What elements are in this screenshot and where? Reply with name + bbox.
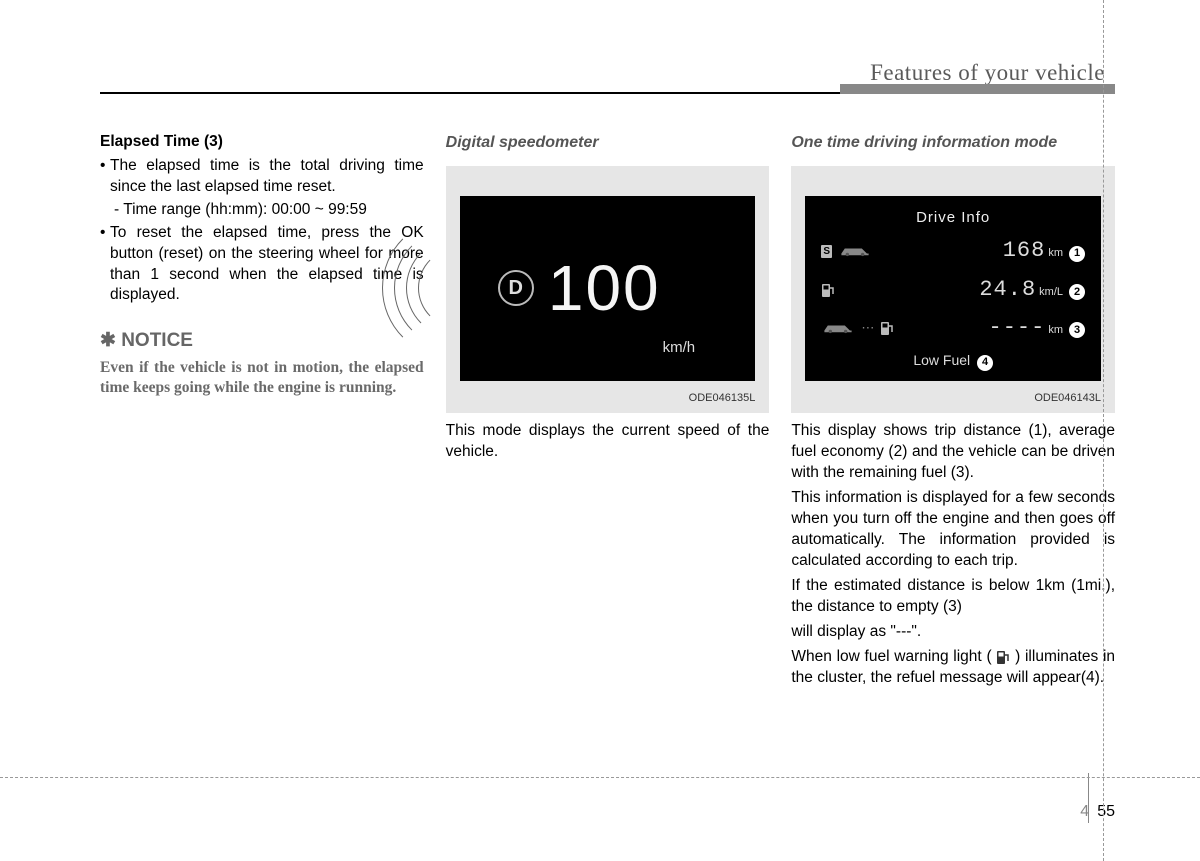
column-3: One time driving information mode Drive … — [791, 132, 1115, 693]
footer-divider — [1088, 773, 1089, 823]
crop-mark-horizontal — [0, 777, 1200, 778]
header-tab — [840, 84, 1115, 94]
drive-info-row-economy: 24.8 km/L 2 — [821, 275, 1085, 305]
figure-id: ODE046135L — [460, 391, 756, 406]
marker-3: 3 — [1069, 322, 1085, 338]
column-1: Elapsed Time (3) The elapsed time is the… — [100, 132, 424, 693]
economy-unit: km/L — [1039, 285, 1063, 300]
page-number: 4 55 — [1080, 803, 1115, 821]
crop-mark-vertical — [1103, 0, 1104, 861]
di-para-1: This display shows trip distance (1), av… — [791, 421, 1115, 484]
gear-indicator: D — [498, 270, 534, 306]
elapsed-time-list: The elapsed time is the total driving ti… — [100, 156, 424, 306]
marker-4: 4 — [977, 355, 993, 371]
di-para-4: will display as "---". — [791, 622, 1115, 643]
speedometer-description: This mode displays the current speed of … — [446, 421, 770, 463]
distance-value: 168 — [1003, 236, 1046, 266]
low-fuel-row: Low Fuel 4 — [821, 351, 1085, 370]
drive-info-row-range: ⋯ ---- km 3 — [821, 313, 1085, 343]
notice-heading: ✱ NOTICE — [100, 328, 424, 354]
drive-info-title: Drive Info — [821, 208, 1085, 228]
marker-1: 1 — [1069, 246, 1085, 262]
bullet-1: The elapsed time is the total driving ti… — [110, 156, 424, 198]
page-number-value: 55 — [1097, 803, 1115, 821]
di-para-2: This information is displayed for a few … — [791, 488, 1115, 572]
speedometer-figure: D 100 km/h ODE046135L — [446, 166, 770, 414]
drive-info-screen: Drive Info S 168 km 1 — [805, 196, 1101, 381]
header-rule — [100, 92, 1115, 94]
di-para-5: When low fuel warning light ( ) illumina… — [791, 647, 1115, 689]
marker-2: 2 — [1069, 284, 1085, 300]
header-title: Features of your vehicle — [100, 60, 1115, 86]
page-header: Features of your vehicle — [100, 60, 1115, 94]
speedometer-screen: D 100 km/h — [460, 196, 756, 381]
column-2: Digital speedometer D 100 km/h ODE046135… — [446, 132, 770, 693]
drive-info-figure: Drive Info S 168 km 1 — [791, 166, 1115, 414]
speed-value: 100 — [548, 245, 661, 331]
fuel-pump-icon — [996, 649, 1010, 665]
economy-value: 24.8 — [979, 275, 1036, 305]
low-fuel-label: Low Fuel — [913, 352, 970, 368]
drive-info-heading: One time driving information mode — [791, 132, 1115, 154]
speed-unit: km/h — [663, 338, 696, 358]
di-para-3: If the estimated distance is below 1km (… — [791, 576, 1115, 618]
drive-info-description: This display shows trip distance (1), av… — [791, 421, 1115, 688]
car-icon — [838, 245, 872, 257]
range-unit: km — [1048, 323, 1063, 338]
bullet-2: To reset the elapsed time, press the OK … — [110, 223, 424, 307]
figure-id: ODE046143L — [805, 391, 1101, 406]
time-range: - Time range (hh:mm): 00:00 ~ 99:59 — [110, 200, 424, 221]
car-icon — [821, 322, 855, 334]
digital-speedometer-heading: Digital speedometer — [446, 132, 770, 154]
s-badge-icon: S — [821, 245, 832, 259]
elapsed-time-heading: Elapsed Time (3) — [100, 132, 424, 153]
distance-unit: km — [1048, 246, 1063, 261]
range-value: ---- — [989, 313, 1046, 343]
drive-info-row-distance: S 168 km 1 — [821, 236, 1085, 266]
fuel-pump-icon — [821, 282, 835, 298]
notice-body: Even if the vehicle is not in motion, th… — [100, 358, 424, 398]
fuel-pump-icon — [880, 320, 894, 336]
